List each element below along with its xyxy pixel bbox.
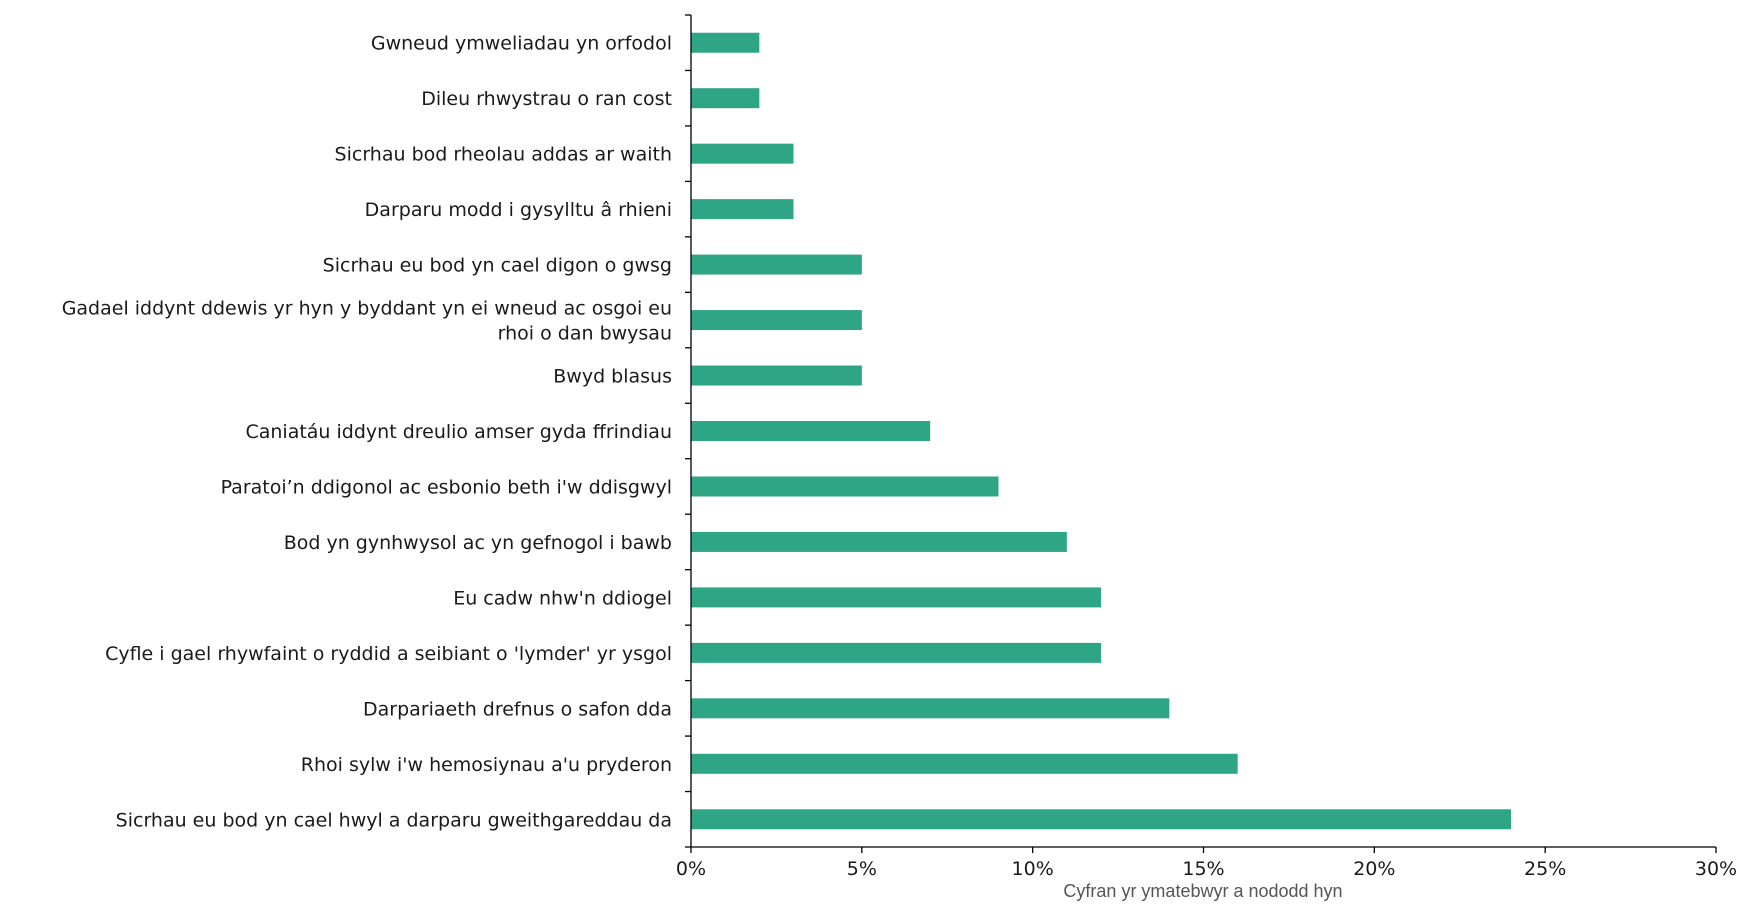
category-label: Bod yn gynhwysol ac yn gefnogol i bawb <box>284 532 672 554</box>
bar <box>691 753 1238 774</box>
bar <box>691 421 931 441</box>
category-label: Paratoi’n ddigonol ac esbonio beth i'w d… <box>221 476 672 498</box>
bar <box>691 199 794 220</box>
category-label: Gwneud ymweliadau yn orfodol <box>371 33 672 55</box>
category-label: Bwyd blasus <box>553 366 672 388</box>
bar <box>691 32 760 53</box>
bar <box>691 310 862 331</box>
category-label: Darpariaeth drefnus o safon dda <box>363 698 672 720</box>
category-label: Caniatáu iddynt dreulio amser gyda ffrin… <box>245 421 672 443</box>
x-tick-label: 30% <box>1695 858 1737 880</box>
bar <box>691 587 1101 608</box>
category-label: Gadael iddynt ddewis yr hyn y byddant yn… <box>62 298 672 345</box>
bar <box>691 365 862 386</box>
bars-group <box>691 32 1511 830</box>
category-label: Sicrhau eu bod yn cael hwyl a darparu gw… <box>116 809 672 831</box>
category-label: Cyfle i gael rhywfaint o ryddid a seibia… <box>105 643 672 665</box>
bar <box>691 642 1101 663</box>
category-label: Dileu rhwystrau o ran cost <box>421 88 672 110</box>
category-labels-group: Gwneud ymweliadau yn orfodol Dileu rhwyst… <box>62 33 672 832</box>
y-axis-ticks-group <box>685 14 691 848</box>
x-tick-label: 10% <box>1012 858 1054 880</box>
bar <box>691 88 760 109</box>
category-label: Rhoi sylw i'w hemosiynau a'u pryderon <box>301 754 672 776</box>
x-tick-label: 15% <box>1182 858 1224 880</box>
x-tick-label: 5% <box>847 858 877 880</box>
x-tick-label: 20% <box>1353 858 1395 880</box>
bar <box>691 809 1511 830</box>
bar <box>691 143 794 164</box>
bar <box>691 476 999 497</box>
category-label: Sicrhau eu bod yn cael digon o gwsg <box>323 255 672 277</box>
category-label: Darparu modd i gysylltu â rhieni <box>365 199 672 221</box>
bar <box>691 254 862 275</box>
x-tick-label: 25% <box>1524 858 1566 880</box>
x-axis-title: Cyfran yr ymatebwyr a nododd hyn <box>1063 881 1342 901</box>
category-label: Sicrhau bod rheolau addas ar waith <box>335 144 672 166</box>
x-tick-label: 0% <box>676 858 706 880</box>
x-axis-ticks-group: 0% 5% 10% 15% 20% 25% 30% <box>676 847 1737 880</box>
bar <box>691 698 1170 719</box>
category-label: Eu cadw nhw'n ddiogel <box>453 587 672 609</box>
bar <box>691 531 1067 552</box>
